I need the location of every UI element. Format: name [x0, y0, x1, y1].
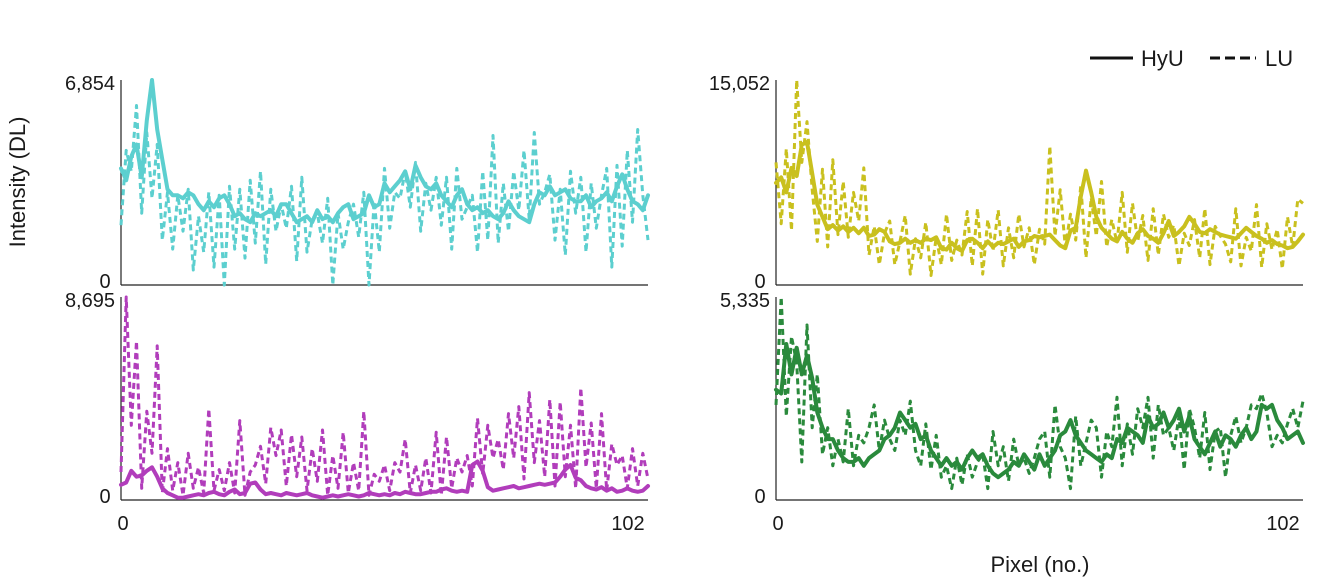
- panel-3: 8,695 00 102: [65, 290, 650, 535]
- legend-label-lu: LU: [1265, 46, 1293, 71]
- series-line-lu: [119, 104, 650, 287]
- panel-2: 15,052 0: [709, 73, 1305, 293]
- panel-1: 6,854 0: [65, 73, 650, 293]
- y-tick-label-max: 8,695: [65, 290, 115, 312]
- legend: HyU LU: [1090, 46, 1293, 71]
- x-axis-label: Pixel (no.): [990, 552, 1089, 577]
- series-line-hyu: [119, 459, 650, 500]
- y-tick-label-zero: 0: [754, 271, 765, 293]
- legend-item-hyu: HyU: [1090, 46, 1184, 71]
- legend-item-lu: LU: [1210, 46, 1293, 71]
- series-line-lu: [774, 78, 1304, 277]
- panel-4: 5,335 00 102: [720, 290, 1305, 535]
- y-tick-label-max: 15,052: [709, 73, 770, 95]
- x-tick-label-start: 0: [772, 513, 783, 535]
- y-tick-label-max: 6,854: [65, 73, 115, 95]
- y-tick-label-max: 5,335: [720, 290, 770, 312]
- y-tick-label-zero: 0: [99, 271, 110, 293]
- y-tick-label-zero: 0: [99, 486, 110, 508]
- x-tick-label-end: 102: [1266, 513, 1299, 535]
- x-tick-label-start: 0: [117, 513, 128, 535]
- y-axis-label: Intensity (DL): [5, 117, 30, 248]
- y-tick-label-zero: 0: [754, 486, 765, 508]
- series-line-hyu: [119, 78, 650, 225]
- x-tick-label-end: 102: [611, 513, 644, 535]
- series-line-hyu: [774, 342, 1305, 480]
- legend-label-hyu: HyU: [1141, 46, 1184, 71]
- series-line-hyu: [774, 140, 1305, 253]
